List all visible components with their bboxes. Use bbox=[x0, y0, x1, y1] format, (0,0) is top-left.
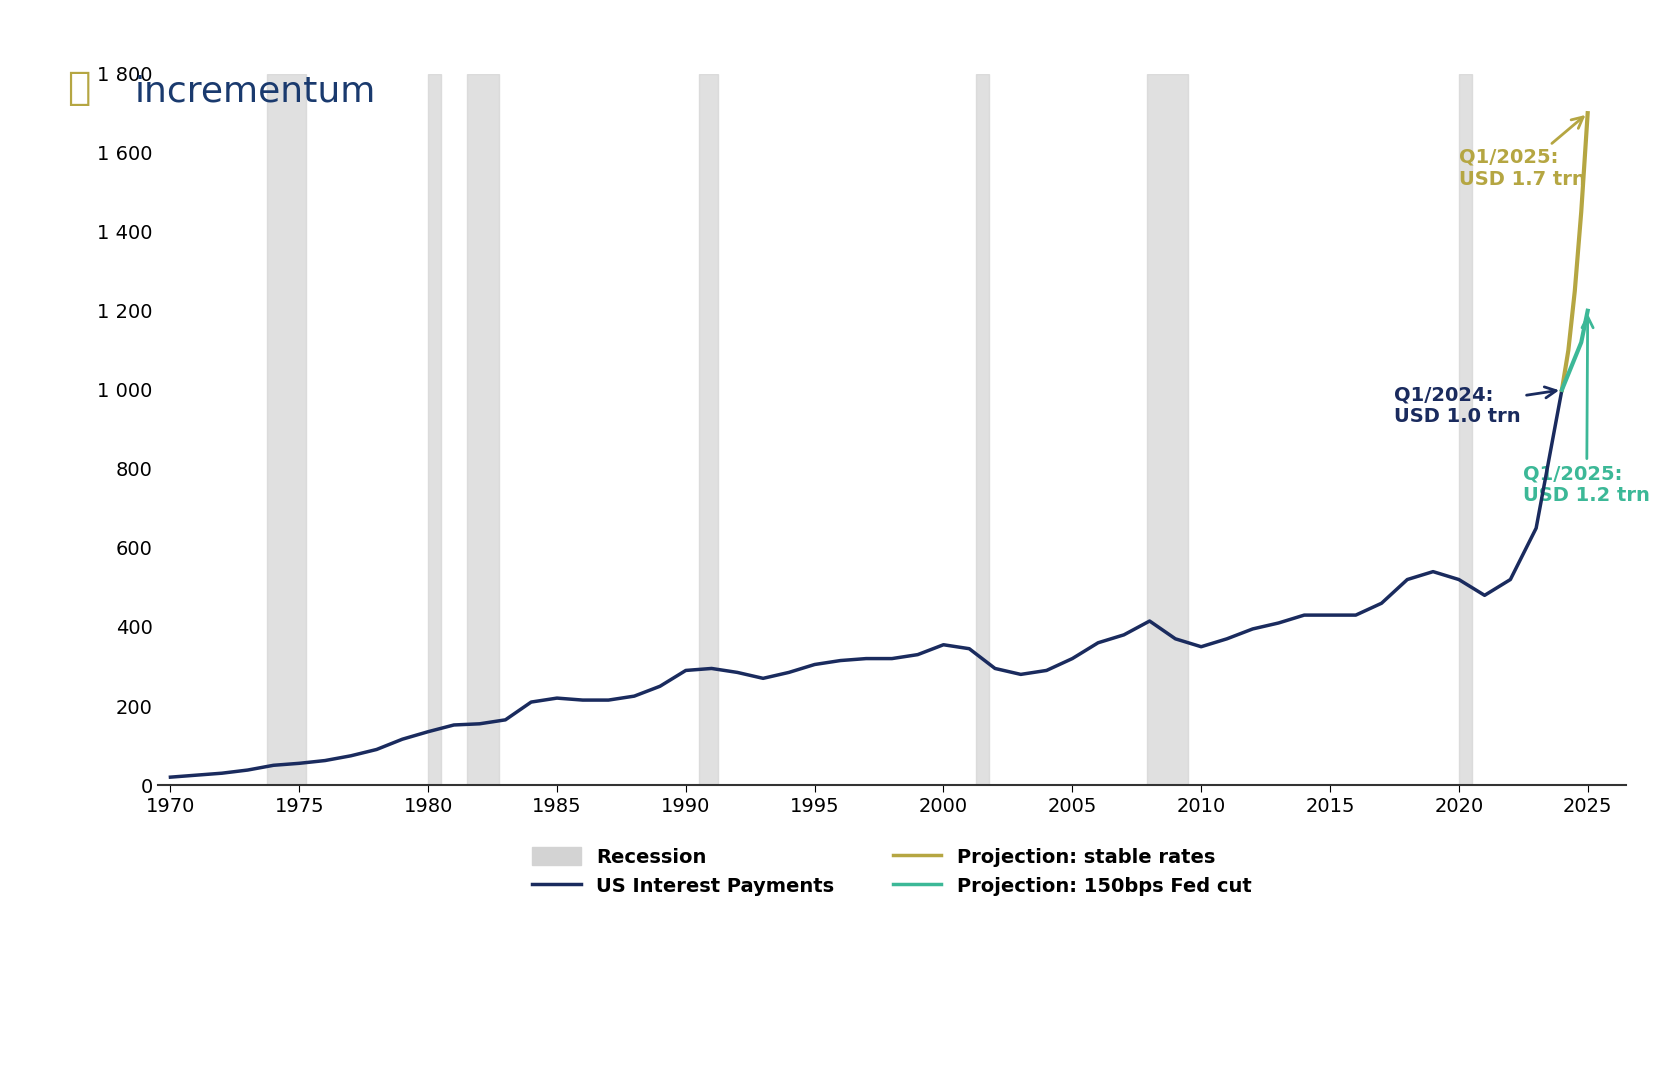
Text: Q1/2024:
USD 1.0 trn: Q1/2024: USD 1.0 trn bbox=[1394, 385, 1556, 426]
Text: Q1/2025:
USD 1.7 trn: Q1/2025: USD 1.7 trn bbox=[1459, 117, 1585, 189]
Bar bbox=[699, 74, 718, 785]
Bar bbox=[1147, 74, 1189, 785]
Bar bbox=[466, 74, 500, 785]
Text: incrementum: incrementum bbox=[134, 75, 376, 109]
Text: Q1/2025:
USD 1.2 trn: Q1/2025: USD 1.2 trn bbox=[1523, 317, 1650, 505]
Legend: Recession, US Interest Payments, Projection: stable rates, Projection: 150bps Fe: Recession, US Interest Payments, Project… bbox=[525, 839, 1259, 903]
Bar bbox=[976, 74, 988, 785]
Bar bbox=[428, 74, 441, 785]
Bar bbox=[1459, 74, 1472, 785]
Text: 🌳: 🌳 bbox=[67, 69, 91, 108]
Bar bbox=[267, 74, 305, 785]
